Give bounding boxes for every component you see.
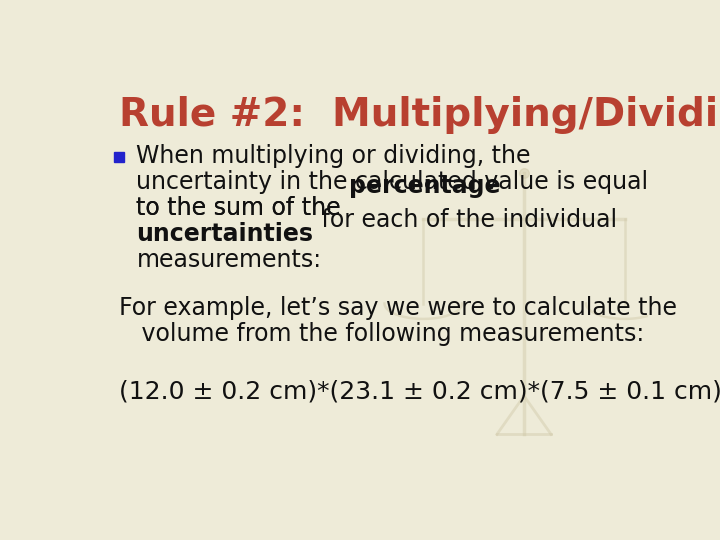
- Text: uncertainty in the calculated value is equal: uncertainty in the calculated value is e…: [137, 170, 649, 194]
- Text: When multiplying or dividing, the: When multiplying or dividing, the: [137, 144, 531, 167]
- Text: to the sum of the: to the sum of the: [137, 196, 348, 220]
- Text: volume from the following measurements:: volume from the following measurements:: [120, 322, 644, 346]
- Text: uncertainties: uncertainties: [137, 222, 313, 246]
- Text: measurements:: measurements:: [137, 248, 322, 272]
- Text: to the sum of the: to the sum of the: [137, 196, 348, 220]
- Text: percentage: percentage: [348, 174, 500, 198]
- Text: For example, let’s say we were to calculate the: For example, let’s say we were to calcul…: [120, 295, 678, 320]
- Text: (12.0 ± 0.2 cm)*(23.1 ± 0.2 cm)*(7.5 ± 0.1 cm): (12.0 ± 0.2 cm)*(23.1 ± 0.2 cm)*(7.5 ± 0…: [120, 379, 720, 403]
- Text: for each of the individual: for each of the individual: [313, 208, 616, 232]
- Text: Rule #2:  Multiplying/Dividing: Rule #2: Multiplying/Dividing: [120, 96, 720, 133]
- Text: to the sum of the ​percentage: to the sum of the ​percentage: [137, 196, 483, 220]
